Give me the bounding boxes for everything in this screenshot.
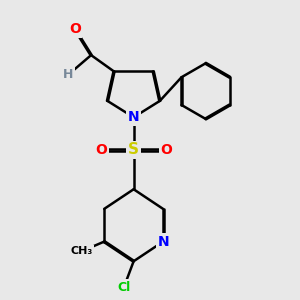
Text: CH₃: CH₃ (70, 246, 92, 256)
Text: Cl: Cl (117, 281, 130, 294)
Text: N: N (157, 235, 169, 249)
Text: S: S (128, 142, 139, 158)
Text: H: H (63, 68, 74, 81)
Text: N: N (128, 110, 140, 124)
Text: O: O (95, 143, 107, 157)
Text: O: O (160, 143, 172, 157)
Text: O: O (69, 22, 81, 36)
